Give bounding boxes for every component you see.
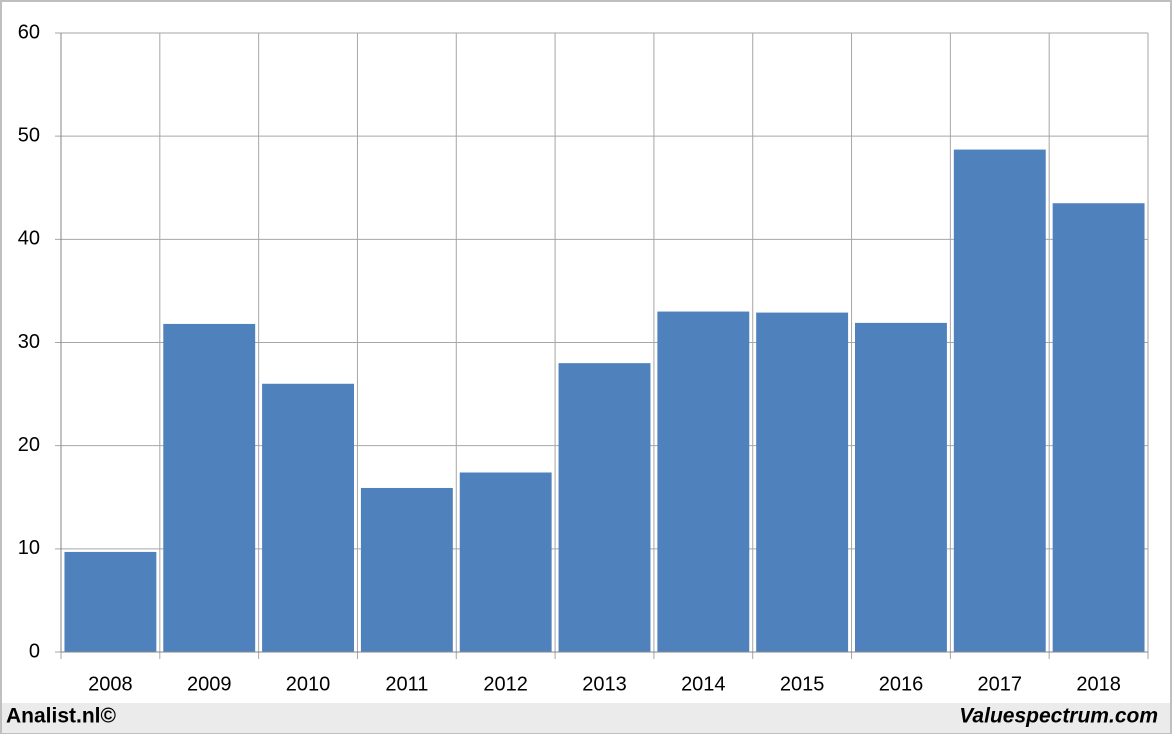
x-tick-label: 2008 <box>88 673 133 695</box>
x-tick-label: 2013 <box>582 673 627 695</box>
x-tick-label: 2018 <box>1076 673 1121 695</box>
y-tick-label: 20 <box>18 434 40 456</box>
x-tick-label: 2011 <box>385 673 428 695</box>
y-tick-label: 60 <box>18 21 40 43</box>
footer-band <box>2 703 1170 733</box>
y-tick-label: 40 <box>18 228 40 250</box>
bar <box>558 363 651 652</box>
bar <box>163 323 256 652</box>
x-tick-label: 2015 <box>780 673 825 695</box>
y-tick-label: 10 <box>18 537 40 559</box>
footer-right: Valuespectrum.com <box>959 705 1158 728</box>
bar <box>360 487 453 652</box>
y-tick-label: 0 <box>29 640 40 662</box>
bar <box>953 149 1046 652</box>
bar <box>657 311 750 652</box>
bar <box>262 383 354 652</box>
bar <box>459 472 552 652</box>
x-tick-label: 2010 <box>286 673 331 695</box>
x-tick-label: 2017 <box>978 673 1023 695</box>
bar <box>1052 203 1145 652</box>
x-tick-label: 2012 <box>483 673 528 695</box>
footer-left: Analist.nl© <box>6 705 117 728</box>
x-tick-label: 2014 <box>681 673 726 695</box>
bar <box>64 551 157 652</box>
bar <box>855 322 947 652</box>
x-tick-label: 2009 <box>187 673 232 695</box>
x-tick-label: 2016 <box>879 673 924 695</box>
bar <box>756 312 849 652</box>
y-tick-label: 50 <box>18 124 40 146</box>
y-tick-label: 30 <box>18 331 40 353</box>
